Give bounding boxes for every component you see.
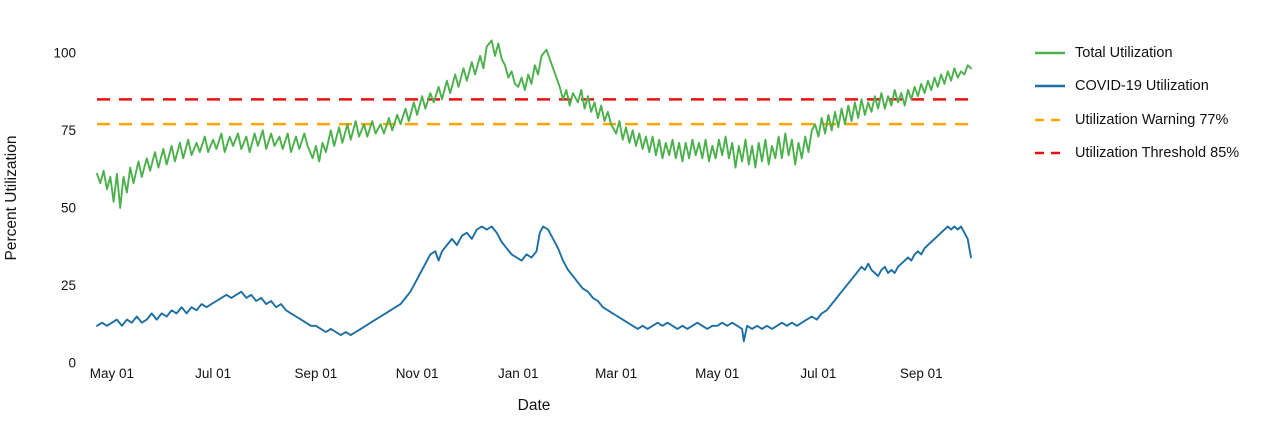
y-axis-title: Percent Utilization bbox=[3, 136, 20, 261]
legend-item-label: Total Utilization bbox=[1075, 44, 1173, 61]
legend-item-label: Utilization Threshold 85% bbox=[1075, 145, 1240, 162]
legend-item-utilization-warning-77: Utilization Warning 77% bbox=[1035, 103, 1267, 137]
y-tick-label: 50 bbox=[61, 200, 76, 215]
legend: Total Utilization COVID-19 Utilization Uti… bbox=[1035, 36, 1267, 170]
legend-item-covid-19-utilization: COVID-19 Utilization bbox=[1035, 70, 1267, 104]
x-tick-label: Jul 01 bbox=[800, 366, 836, 381]
y-tick-label: 75 bbox=[61, 123, 76, 138]
legend-item-label: COVID-19 Utilization bbox=[1075, 78, 1209, 95]
y-tick-label: 0 bbox=[68, 356, 76, 371]
x-tick-label: Mar 01 bbox=[595, 366, 637, 381]
x-tick-label: Sep 01 bbox=[900, 366, 943, 381]
solid-line-swatch-icon bbox=[1035, 51, 1065, 55]
solid-line-swatch-icon bbox=[1035, 84, 1065, 88]
x-tick-label: Nov 01 bbox=[396, 366, 439, 381]
legend-item-utilization-threshold-85: Utilization Threshold 85% bbox=[1035, 137, 1267, 171]
x-tick-label: May 01 bbox=[695, 366, 739, 381]
y-tick-label: 25 bbox=[61, 278, 76, 293]
dashed-line-swatch-icon bbox=[1035, 151, 1065, 155]
legend-item-label: Utilization Warning 77% bbox=[1075, 111, 1229, 128]
x-tick-label: May 01 bbox=[90, 366, 134, 381]
x-tick-label: Sep 01 bbox=[295, 366, 338, 381]
x-tick-label: Jan 01 bbox=[498, 366, 539, 381]
total-utilization-line bbox=[96, 39, 972, 209]
x-tick-label: Jul 01 bbox=[195, 366, 231, 381]
y-tick-label: 100 bbox=[53, 45, 76, 60]
legend-item-total-utilization: Total Utilization bbox=[1035, 36, 1267, 70]
dashed-line-swatch-icon bbox=[1035, 118, 1065, 122]
covid-19-utilization-line bbox=[96, 225, 972, 343]
x-axis-title: Date bbox=[518, 397, 551, 414]
